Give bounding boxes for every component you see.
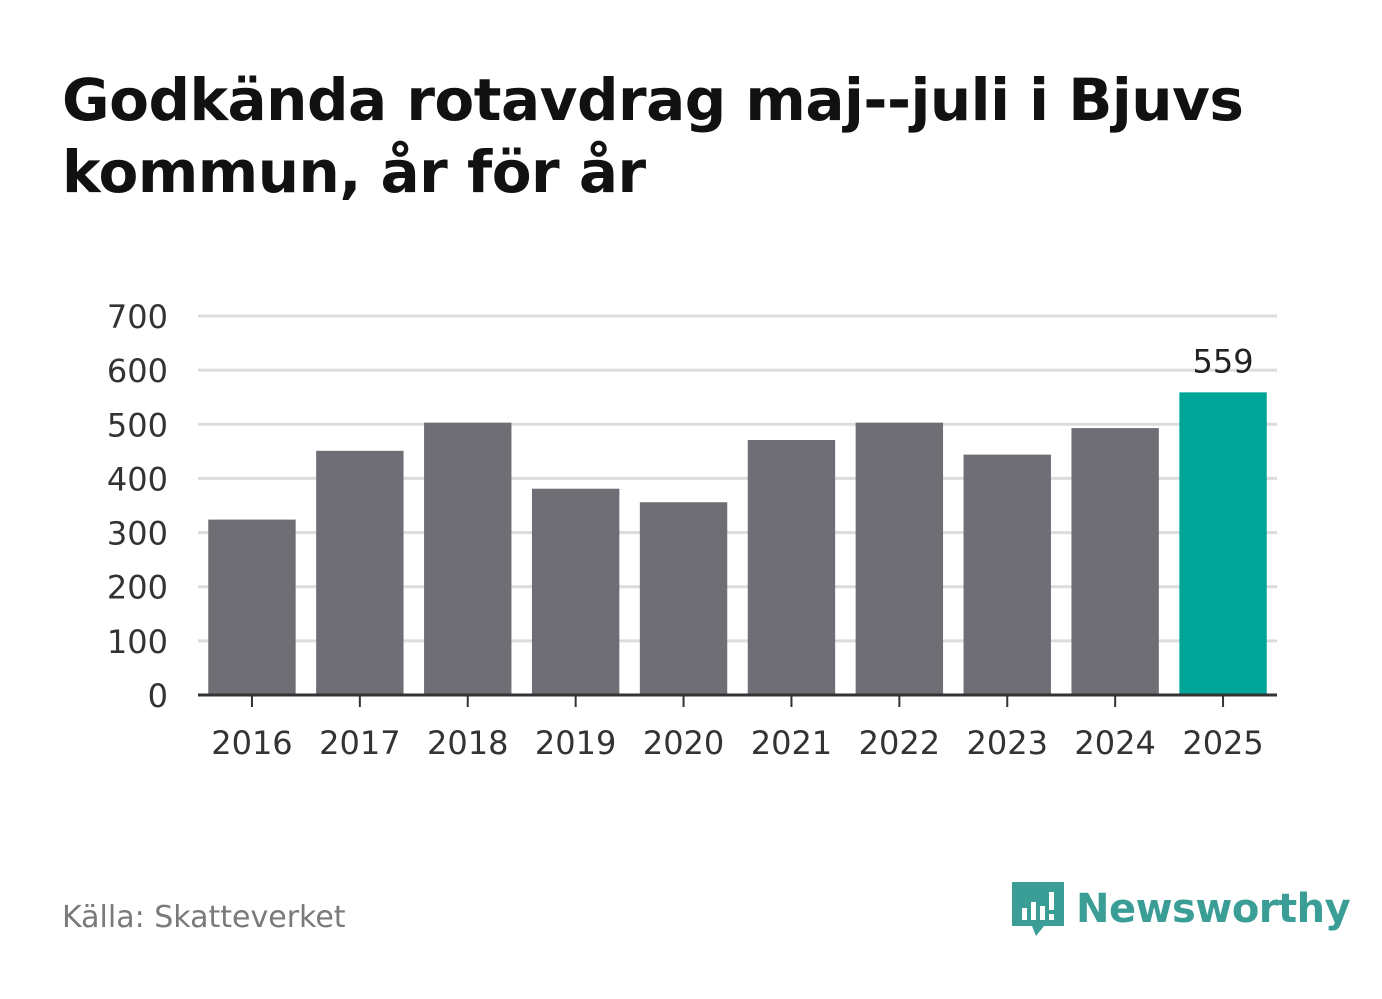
bar-2025 <box>1179 392 1267 695</box>
bar-2022 <box>855 422 944 695</box>
y-tick-label: 200 <box>107 569 168 607</box>
newsworthy-logo-icon <box>1012 882 1064 936</box>
bar-2018 <box>424 422 512 695</box>
bar-2019 <box>531 488 620 695</box>
data-label-2025: 559 <box>1193 342 1254 380</box>
x-tick-label: 2020 <box>643 724 724 762</box>
bar-2023 <box>963 454 1051 695</box>
x-tick-label: 2024 <box>1074 724 1155 762</box>
y-tick-label: 400 <box>107 460 168 498</box>
y-tick-label: 700 <box>107 298 168 336</box>
x-tick-label: 2017 <box>319 724 400 762</box>
data-labels: 559 <box>1193 342 1254 380</box>
brand-logo: Newsworthy <box>1010 878 1351 940</box>
bar-2024 <box>1071 428 1159 695</box>
chart-title: Godkända rotavdrag maj--juli i Bjuvs kom… <box>62 66 1244 206</box>
x-axis: 2016 2017 2018 2019 2020 2021 2022 2023 2024 2025 <box>198 693 1277 762</box>
source-note: Källa: Skatteverket <box>62 900 346 935</box>
x-tick-label: 2021 <box>751 724 832 762</box>
y-axis-ticks: 0 100 200 300 400 500 600 700 <box>107 298 168 715</box>
y-tick-label: 0 <box>148 677 168 715</box>
x-tick-label: 2023 <box>967 724 1048 762</box>
x-tick-label: 2025 <box>1182 724 1263 762</box>
brand-name: Newsworthy <box>1076 886 1351 932</box>
y-tick-label: 600 <box>107 352 168 390</box>
x-tick-label: 2019 <box>535 724 616 762</box>
x-tick-label: 2022 <box>859 724 940 762</box>
y-tick-label: 500 <box>107 406 168 444</box>
bar-2017 <box>316 450 404 695</box>
y-tick-label: 300 <box>107 515 168 553</box>
x-tick-label: 2016 <box>211 724 292 762</box>
y-tick-label: 100 <box>107 623 168 661</box>
bars <box>208 392 1267 695</box>
x-tick-label: 2018 <box>427 724 508 762</box>
bar-2016 <box>208 519 296 695</box>
bar-2021 <box>747 439 836 695</box>
bar-2020 <box>639 502 728 695</box>
